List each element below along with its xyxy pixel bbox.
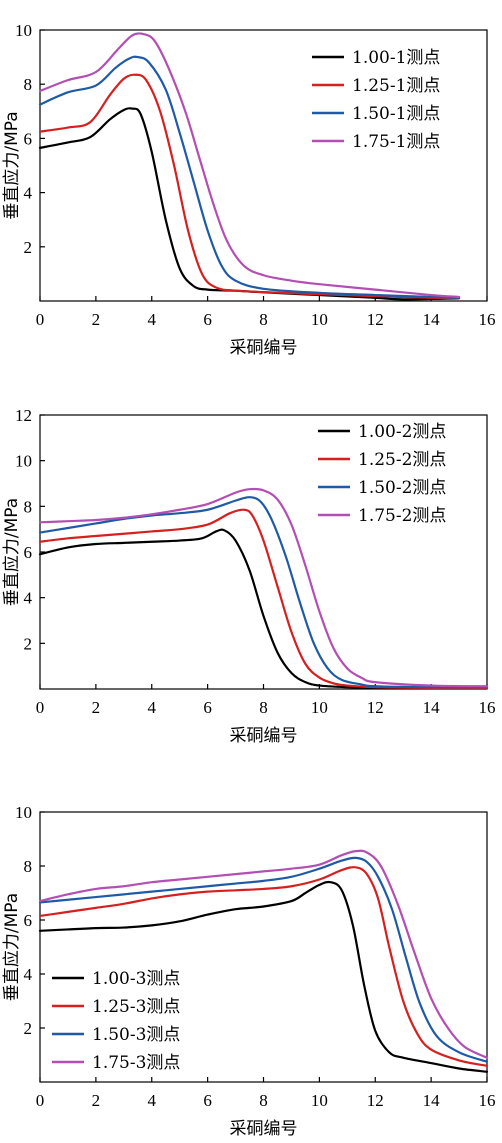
- x-tick-label: 14: [423, 1091, 441, 1110]
- x-tick-label: 12: [367, 310, 384, 329]
- x-axis-title: 采硐编号: [230, 1119, 298, 1139]
- legend-label: 1.25-2测点: [358, 450, 446, 470]
- legend-label: 1.00-3测点: [92, 969, 180, 989]
- y-axis-title: 垂直应力/MPa: [2, 111, 22, 219]
- series-line-4: [38, 487, 489, 688]
- series-line-2: [38, 866, 489, 1067]
- x-tick-label: 10: [311, 310, 328, 329]
- y-tick-label: 2: [24, 238, 33, 257]
- x-tick-label: 8: [259, 698, 268, 717]
- y-tick-label: 12: [15, 406, 32, 425]
- x-tick-label: 10: [311, 698, 328, 717]
- x-tick-label: 4: [148, 310, 157, 329]
- chart-panel-3: 0 2 4 6 8 10 12 14 16 2 4 6 8 10 采硐编号 垂直应力/MPa 1.00-3测点 1…: [2, 803, 496, 1139]
- y-axis-title: 垂直应力/MPa: [2, 498, 22, 606]
- legend-label: 1.00-1测点: [352, 48, 440, 68]
- legend-label: 1.75-1测点: [352, 132, 440, 152]
- x-tick-label: 16: [479, 1091, 496, 1110]
- x-axis-title: 采硐编号: [230, 726, 298, 746]
- x-tick-label: 12: [367, 1091, 384, 1110]
- y-axis-title: 垂直应力/MPa: [2, 893, 22, 1001]
- y-tick-label: 8: [24, 497, 33, 516]
- x-axis-title: 采硐编号: [230, 338, 298, 358]
- y-tick-label: 2: [24, 634, 33, 653]
- x-tick-label: 0: [36, 1091, 45, 1110]
- x-tick-label: 0: [36, 310, 45, 329]
- y-tick-label: 4: [24, 184, 33, 203]
- series-line-1: [38, 528, 489, 690]
- y-tick-label: 10: [15, 21, 32, 40]
- y-tick-label: 6: [24, 911, 33, 930]
- legend-label: 1.50-1测点: [352, 104, 440, 124]
- x-tick-label: 2: [92, 1091, 101, 1110]
- legend-label: 1.50-3测点: [92, 1025, 180, 1045]
- series-line-2: [38, 508, 489, 690]
- y-tick-label: 2: [24, 1019, 33, 1038]
- legend-label: 1.75-3测点: [92, 1053, 180, 1073]
- y-tick-label: 6: [24, 543, 33, 562]
- x-tick-label: 14: [423, 310, 441, 329]
- x-tick-label: 16: [479, 698, 496, 717]
- x-tick-label: 6: [203, 698, 212, 717]
- legend-label: 1.75-2测点: [358, 506, 446, 526]
- x-tick-label: 0: [36, 698, 45, 717]
- y-tick-label: 4: [24, 965, 33, 984]
- x-tick-label: 8: [259, 310, 268, 329]
- chart-panel-2: 0 2 4 6 8 10 12 14 16 2 4 6 8 10 12 采硐编号 垂直应力/MPa 1.00-2测…: [2, 406, 496, 746]
- y-tick-label: 10: [15, 803, 32, 822]
- y-tick-label: 8: [24, 857, 33, 876]
- legend-label: 1.00-2测点: [358, 422, 446, 442]
- y-tick-label: 4: [24, 589, 33, 608]
- x-tick-label: 12: [367, 698, 384, 717]
- y-tick-label: 6: [24, 129, 33, 148]
- plot-frame: [39, 29, 488, 302]
- x-tick-label: 6: [203, 1091, 212, 1110]
- x-tick-label: 4: [148, 698, 157, 717]
- x-tick-label: 2: [92, 310, 101, 329]
- x-tick-label: 2: [92, 698, 101, 717]
- y-tick-label: 8: [24, 75, 33, 94]
- series-line-2: [38, 73, 461, 299]
- series-line-1: [38, 880, 489, 1073]
- x-tick-label: 8: [259, 1091, 268, 1110]
- series-line-3: [38, 55, 461, 299]
- x-tick-label: 14: [423, 698, 441, 717]
- series-line-4: [38, 32, 461, 299]
- legend-label: 1.50-2测点: [358, 478, 446, 498]
- series-line-3: [38, 856, 489, 1063]
- series-line-4: [38, 849, 489, 1059]
- legend-label: 1.25-3测点: [92, 997, 180, 1017]
- x-tick-label: 4: [148, 1091, 157, 1110]
- x-tick-label: 10: [311, 1091, 328, 1110]
- y-tick-label: 10: [15, 452, 32, 471]
- x-tick-label: 6: [203, 310, 212, 329]
- x-tick-label: 16: [479, 310, 496, 329]
- legend-label: 1.25-1测点: [352, 76, 440, 96]
- chart-panel-1: 0 2 4 6 8 10 12 14 16 2 4 6 8 10 采硐编号 垂直应力/MPa 1.00-1测点 1…: [2, 21, 496, 358]
